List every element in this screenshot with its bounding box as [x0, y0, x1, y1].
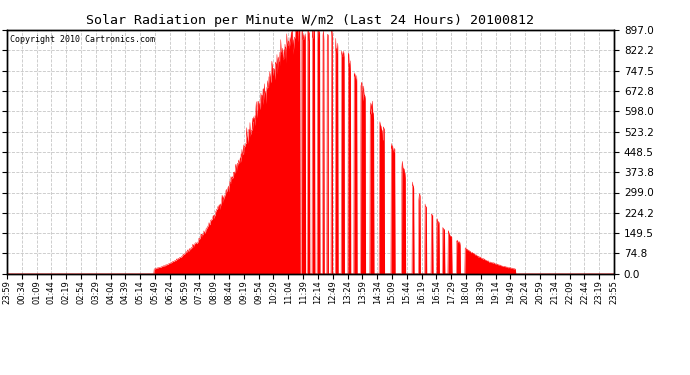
Text: Copyright 2010 Cartronics.com: Copyright 2010 Cartronics.com: [10, 35, 155, 44]
Title: Solar Radiation per Minute W/m2 (Last 24 Hours) 20100812: Solar Radiation per Minute W/m2 (Last 24…: [86, 15, 535, 27]
